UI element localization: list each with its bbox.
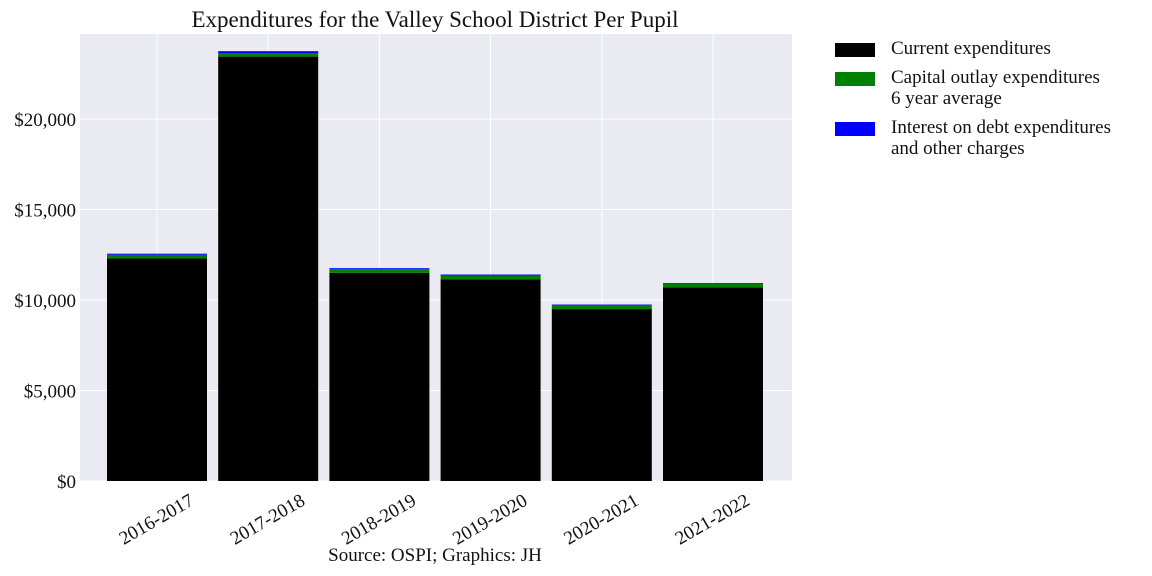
bar-series0-2018-2019: [329, 272, 430, 481]
legend-label-2: Interest on debt expenditures and other c…: [891, 117, 1111, 159]
legend: Current expenditures Capital outlay expen…: [835, 38, 1111, 167]
bar-series2-2019-2020: [440, 274, 541, 276]
y-axis: $0 $5,000 $10,000 $15,000 $20,000: [14, 110, 76, 493]
bar-series0-2020-2021: [551, 309, 652, 481]
legend-label-2-line-1: and other charges: [891, 138, 1025, 159]
bar-series2-2018-2019: [329, 268, 430, 270]
bars-layer: [107, 51, 763, 481]
x-tick-label-3: 2019-2020: [449, 490, 531, 549]
bar-series1-2020-2021: [551, 304, 652, 310]
x-tick-label-1: 2017-2018: [227, 490, 309, 549]
y-tick-label-4: $20,000: [14, 110, 76, 131]
bar-series0-2017-2018: [218, 56, 319, 481]
bar-series1-2016-2017: [107, 254, 207, 259]
bar-series0-2019-2020: [440, 279, 541, 481]
legend-swatch-2: [835, 122, 875, 136]
bar-series1-2019-2020: [440, 275, 541, 280]
y-tick-label-0: $0: [57, 472, 76, 493]
x-tick-label-2: 2018-2019: [338, 490, 420, 549]
bar-series2-2016-2017: [107, 253, 207, 255]
chart-title: Expenditures for the Valley School Distr…: [192, 7, 679, 32]
y-tick-label-1: $5,000: [24, 382, 76, 403]
y-tick-label-3: $15,000: [14, 201, 76, 222]
legend-label-1-line-0: Capital outlay expenditures: [891, 67, 1100, 88]
bar-series1-2021-2022: [663, 283, 763, 288]
x-tick-label-0: 2016-2017: [116, 490, 198, 549]
y-tick-label-2: $10,000: [14, 291, 76, 312]
bar-series1-2018-2019: [329, 269, 430, 273]
legend-swatch-0: [835, 43, 875, 57]
legend-item-2: Interest on debt expenditures and other c…: [835, 117, 1111, 159]
legend-label-1-line-1: 6 year average: [891, 88, 1002, 109]
chart-caption: Source: OSPI; Graphics: JH: [328, 545, 542, 566]
bar-series1-2017-2018: [218, 53, 319, 57]
legend-item-1: Capital outlay expenditures 6 year averag…: [835, 67, 1111, 109]
legend-swatch-1: [835, 72, 875, 86]
bar-series2-2020-2021: [551, 304, 652, 306]
x-axis: 2016-2017 2017-2018 2018-2019 2019-2020 2020…: [116, 490, 754, 549]
x-tick-label-5: 2021-2022: [672, 490, 754, 549]
bar-series2-2017-2018: [218, 51, 319, 54]
legend-label-1: Capital outlay expenditures 6 year averag…: [891, 67, 1100, 109]
x-tick-label-4: 2020-2021: [561, 490, 643, 549]
bar-series0-2021-2022: [663, 287, 763, 481]
bar-series0-2016-2017: [107, 258, 207, 481]
bar-series2-2021-2022: [663, 283, 763, 284]
legend-label-0: Current expenditures: [891, 38, 1051, 59]
legend-label-2-line-0: Interest on debt expenditures: [891, 117, 1112, 138]
legend-label-0-line-0: Current expenditures: [891, 38, 1051, 59]
legend-item-0: Current expenditures: [835, 38, 1111, 59]
